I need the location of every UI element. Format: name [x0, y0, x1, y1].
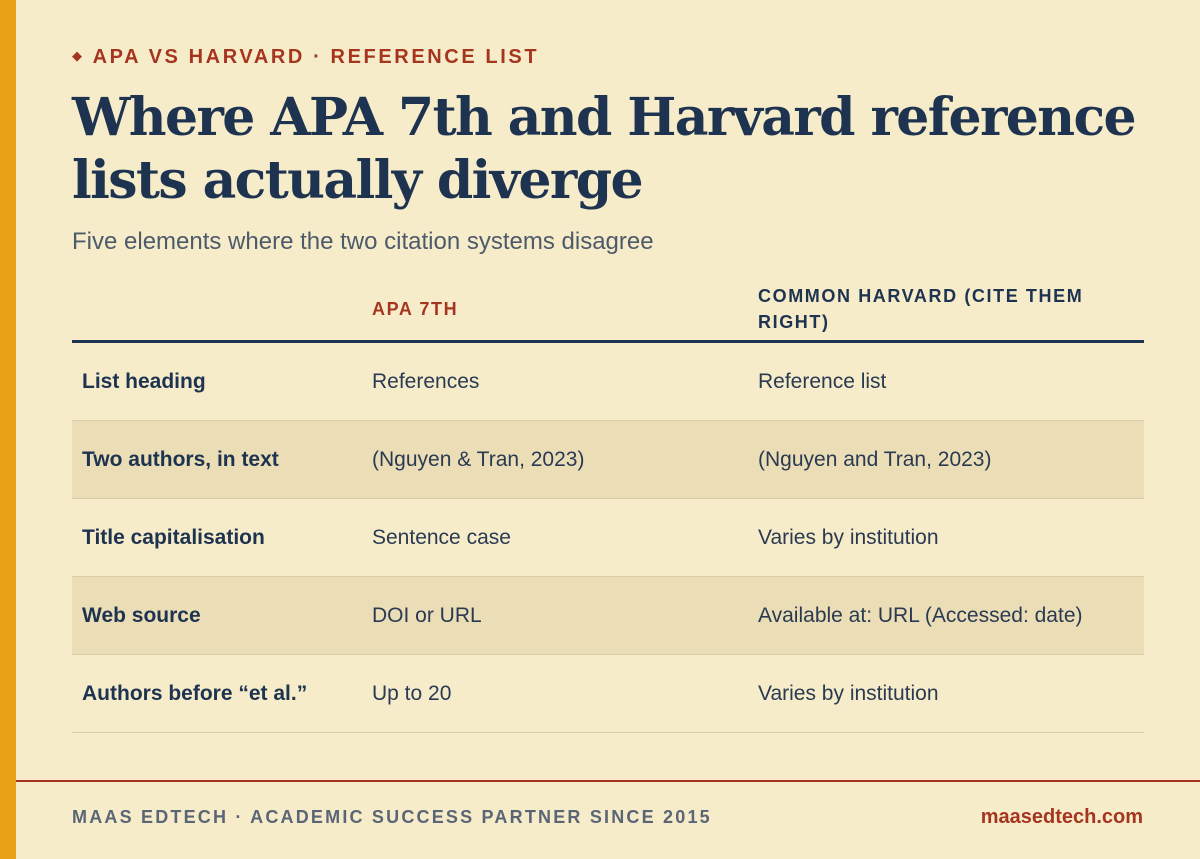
row-harvard: Available at: URL (Accessed: date): [758, 603, 1083, 627]
row-apa: (Nguyen & Tran, 2023): [372, 447, 585, 471]
footer-tagline: MAAS EdTech · Academic success partner s…: [72, 807, 712, 827]
table-row: Two authors, in text (Nguyen & Tran, 202…: [72, 421, 1144, 499]
row-element: Web source: [82, 603, 201, 627]
row-apa: DOI or URL: [372, 603, 482, 627]
header-apa: APA 7th: [372, 299, 459, 319]
table-header: APA 7th Common Harvard (Cite Them Right): [72, 278, 1144, 343]
row-harvard: Varies by institution: [758, 681, 939, 705]
table-row: Authors before “et al.” Up to 20 Varies …: [72, 655, 1144, 733]
row-element: Two authors, in text: [82, 447, 279, 471]
row-element: Title capitalisation: [82, 525, 265, 549]
row-element: List heading: [82, 369, 206, 393]
row-element: Authors before “et al.”: [82, 681, 308, 705]
row-harvard: (Nguyen and Tran, 2023): [758, 447, 992, 471]
footer-website-link[interactable]: maasedtech.com: [980, 806, 1143, 828]
row-apa: Up to 20: [372, 681, 452, 705]
row-harvard: Reference list: [758, 369, 887, 393]
page-title: Where APA 7th and Harvard reference list…: [72, 87, 1137, 211]
eyebrow: ◆ APA vs Harvard · Reference list: [72, 46, 539, 69]
row-apa: Sentence case: [372, 525, 511, 549]
footer-divider: [16, 780, 1200, 782]
header-harvard: Common Harvard (Cite Them Right): [758, 286, 1084, 332]
diamond-icon: ◆: [72, 48, 85, 63]
left-accent-bar: [0, 0, 16, 859]
table-row: Title capitalisation Sentence case Varie…: [72, 499, 1144, 577]
row-apa: References: [372, 369, 480, 393]
comparison-table: APA 7th Common Harvard (Cite Them Right)…: [72, 278, 1144, 733]
table-row: Web source DOI or URL Available at: URL …: [72, 577, 1144, 655]
page-subtitle: Five elements where the two citation sys…: [72, 228, 654, 255]
row-harvard: Varies by institution: [758, 525, 939, 549]
table-row: List heading References Reference list: [72, 343, 1144, 421]
eyebrow-text: APA vs Harvard · Reference list: [92, 46, 540, 68]
